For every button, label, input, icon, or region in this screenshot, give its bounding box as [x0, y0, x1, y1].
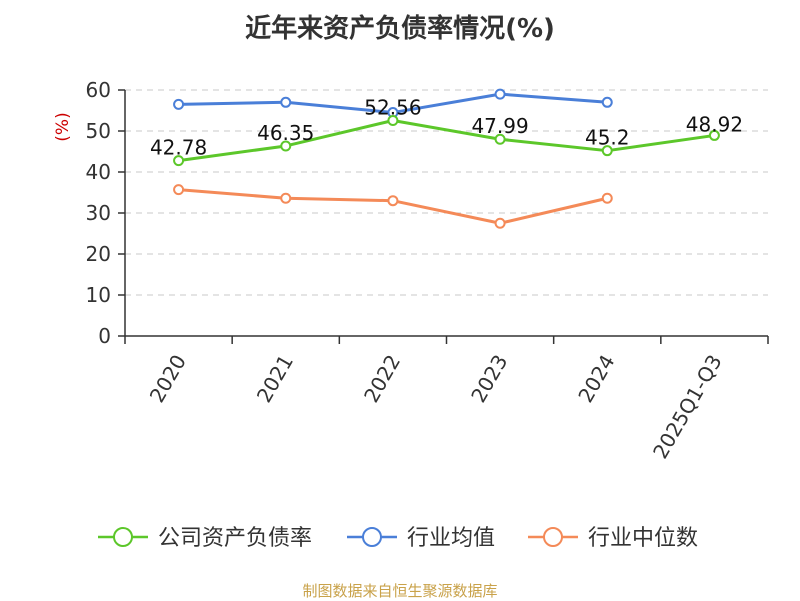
series-line-0: [178, 119, 715, 163]
data-label: 45.2: [585, 126, 630, 150]
data-point: [280, 140, 292, 152]
data-point: [280, 96, 292, 108]
x-tick-label: 2023: [466, 351, 512, 407]
data-point: [173, 184, 185, 196]
data-point: [601, 192, 613, 204]
source-note: 制图数据来自恒生聚源数据库: [302, 582, 498, 600]
y-tick-label: 60: [86, 78, 111, 102]
data-point: [173, 155, 185, 167]
data-point: [494, 88, 506, 100]
data-point: [601, 145, 613, 157]
legend-marker: [113, 527, 133, 547]
y-tick-label: 40: [86, 160, 111, 184]
data-point: [601, 96, 613, 108]
legend-marker: [543, 527, 563, 547]
x-tick-label: 2022: [359, 351, 405, 407]
series-layer: [173, 88, 720, 229]
data-label: 48.92: [686, 112, 743, 136]
legend-label: 行业均值: [407, 526, 495, 551]
legend-label: 公司资产负债率: [158, 526, 312, 551]
series-line-2: [178, 188, 608, 225]
data-point: [494, 217, 506, 229]
y-tick-label: 10: [86, 283, 111, 307]
data-point: [387, 195, 399, 207]
data-label: 42.78: [150, 136, 207, 160]
x-tick-label: 2025Q1-Q3: [648, 351, 727, 463]
x-tick-label: 2024: [573, 351, 619, 407]
data-label: 47.99: [471, 114, 528, 138]
data-label: 52.56: [364, 96, 421, 120]
data-point: [494, 133, 506, 145]
data-point: [280, 192, 292, 204]
x-tick-label: 2020: [145, 351, 191, 407]
chart-title: 近年来资产负债率情况(%): [245, 14, 555, 44]
y-axis-unit-label: (%): [53, 112, 73, 141]
legend-marker: [362, 527, 382, 547]
y-tick-label: 30: [86, 201, 111, 225]
data-point: [708, 129, 720, 141]
data-label: 46.35: [257, 121, 314, 145]
data-point: [387, 115, 399, 127]
y-tick-label: 50: [86, 119, 111, 143]
legend: 公司资产负债率 行业均值 行业中位数: [98, 526, 698, 551]
data-point: [173, 98, 185, 110]
x-tick-label: 2021: [252, 351, 298, 407]
y-tick-label: 20: [86, 242, 111, 266]
y-tick-label: 0: [98, 324, 111, 348]
legend-label: 行业中位数: [588, 526, 698, 551]
data-labels: 42.78 46.35 52.56 47.99 45.2 48.92: [150, 96, 743, 160]
